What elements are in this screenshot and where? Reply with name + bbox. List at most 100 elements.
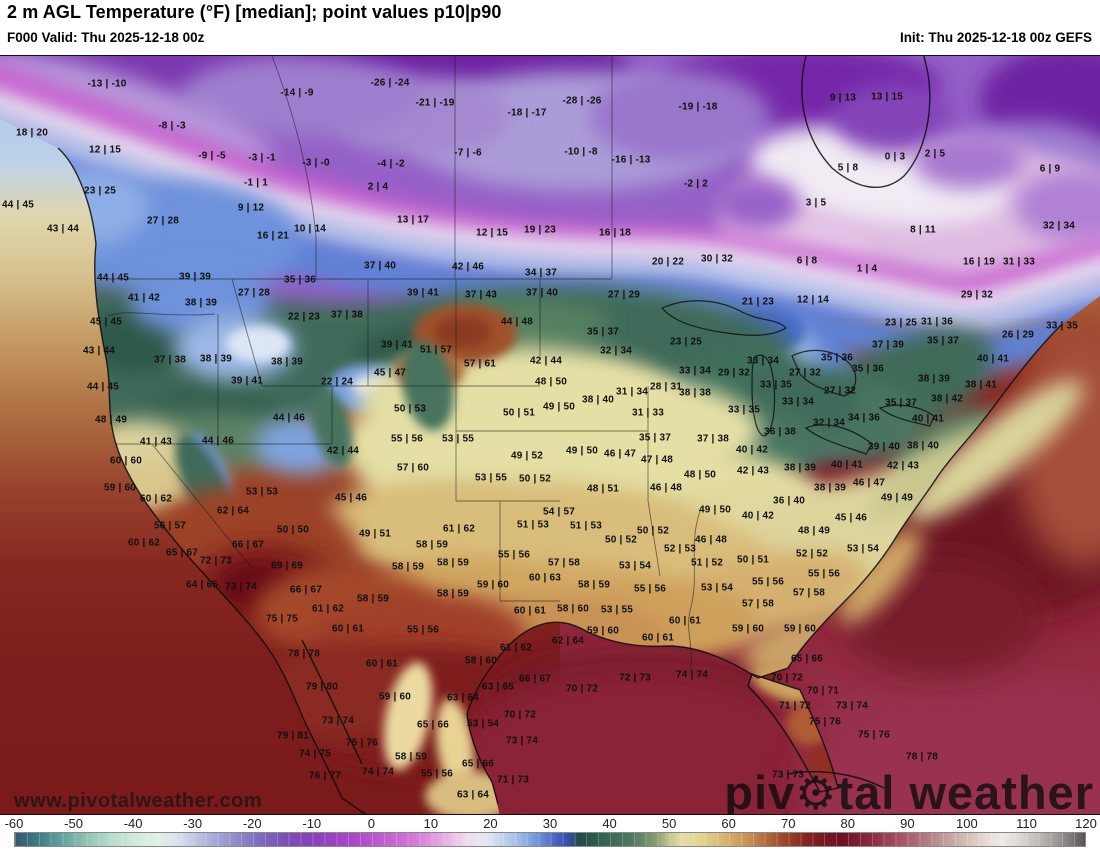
point-value: 40 | 41 — [911, 413, 945, 425]
point-value: 51 | 57 — [419, 344, 453, 356]
point-value: 9 | 12 — [237, 202, 265, 214]
point-value: 72 | 73 — [199, 555, 233, 567]
point-value: 46 | 47 — [603, 448, 637, 460]
point-value: 18 | 20 — [15, 127, 49, 139]
point-value: 23 | 25 — [884, 317, 918, 329]
point-value: 38 | 40 — [906, 440, 940, 452]
point-value: -7 | -6 — [454, 147, 482, 159]
point-value: 59 | 60 — [476, 579, 510, 591]
point-value: 44 | 45 — [86, 381, 120, 393]
point-value: 12 | 14 — [796, 294, 830, 306]
point-value: 76 | 77 — [308, 770, 342, 782]
point-value: 49 | 50 — [698, 504, 732, 516]
point-value: 16 | 18 — [598, 227, 632, 239]
point-value: 74 | 74 — [675, 669, 709, 681]
point-value: 73 | 74 — [224, 581, 258, 593]
point-value: 50 | 52 — [604, 534, 638, 546]
point-value: 75 | 76 — [857, 729, 891, 741]
init-time-label: Init: Thu 2025-12-18 00z GEFS — [899, 30, 1092, 45]
point-value: 3 | 5 — [805, 197, 827, 209]
point-value: 34 | 36 — [847, 412, 881, 424]
colorbar-tick-labels: -60 -50 -40 -30 -20 -10 0 10 20 30 40 50 60 70 80 90 100… — [5, 816, 1097, 831]
point-value: 60 | 61 — [365, 658, 399, 670]
point-value: 58 | 59 — [436, 588, 470, 600]
point-value: 10 | 14 — [293, 223, 327, 235]
point-value: 79 | 80 — [305, 681, 339, 693]
point-value: -26 | -24 — [370, 77, 410, 89]
point-value: 29 | 32 — [960, 289, 994, 301]
point-value: -3 | -1 — [248, 152, 276, 164]
point-value: 51 | 53 — [569, 520, 603, 532]
point-value: 40 | 41 — [830, 459, 864, 471]
pivotal-weather-logo: piv⚙tal weather — [724, 765, 1094, 815]
point-value: 74 | 74 — [361, 766, 395, 778]
point-value: 16 | 21 — [256, 230, 290, 242]
point-value: 53 | 53 — [245, 486, 279, 498]
point-value: 58 | 59 — [356, 593, 390, 605]
header: 2 m AGL Temperature (°F) [median]; point… — [0, 0, 1100, 55]
colorbar-tick-label: 0 — [367, 816, 375, 831]
point-value: 59 | 60 — [586, 625, 620, 637]
point-value: 39 | 41 — [230, 375, 264, 387]
point-value: 58 | 59 — [394, 751, 428, 763]
brand-text-pre: piv — [724, 766, 796, 815]
point-value: 45 | 46 — [834, 512, 868, 524]
point-value: 50 | 52 — [636, 525, 670, 537]
point-value: 40 | 41 — [976, 353, 1010, 365]
colorbar-cells — [15, 833, 1085, 846]
colorbar-tick-label: -10 — [302, 816, 322, 831]
point-value: 31 | 33 — [1002, 256, 1036, 268]
point-value: 37 | 39 — [871, 339, 905, 351]
point-value: 44 | 45 — [96, 272, 130, 284]
point-value: 70 | 72 — [503, 709, 537, 721]
point-value: -4 | -2 — [377, 158, 405, 170]
point-value: 33 | 35 — [727, 404, 761, 416]
point-value: 69 | 69 — [270, 560, 304, 572]
point-value: 50 | 52 — [518, 473, 552, 485]
colorbar-tick-label: 80 — [840, 816, 855, 831]
point-value: 48 | 51 — [586, 483, 620, 495]
point-value: 37 | 38 — [696, 433, 730, 445]
point-value: 31 | 34 — [615, 386, 649, 398]
page-title: 2 m AGL Temperature (°F) [median]; point… — [7, 2, 502, 22]
point-value: 71 | 72 — [778, 700, 812, 712]
point-value: 6 | 8 — [796, 255, 818, 267]
point-value: 53 | 54 — [466, 718, 500, 730]
valid-time-label: F000 Valid: Thu 2025-12-18 00z — [7, 30, 205, 45]
temperature-map-canvas — [0, 56, 1100, 814]
point-value: 33 | 35 — [759, 379, 793, 391]
gear-icon: ⚙ — [795, 767, 838, 815]
point-value: 13 | 17 — [396, 214, 430, 226]
point-value: 48 | 50 — [683, 469, 717, 481]
point-value: 31 | 36 — [920, 316, 954, 328]
point-value: 55 | 56 — [406, 624, 440, 636]
point-value: 33 | 34 — [678, 365, 712, 377]
point-value: 55 | 56 — [420, 768, 454, 780]
point-value: 43 | 44 — [46, 223, 80, 235]
point-value: 65 | 66 — [416, 719, 450, 731]
point-value: 27 | 32 — [788, 367, 822, 379]
point-value: 31 | 33 — [631, 407, 665, 419]
colorbar-tick-label: 40 — [602, 816, 617, 831]
point-value: 54 | 57 — [542, 506, 576, 518]
point-value: 52 | 52 — [795, 548, 829, 560]
point-value: 22 | 24 — [320, 376, 354, 388]
point-value: 33 | 34 — [781, 396, 815, 408]
point-value: 46 | 47 — [852, 477, 886, 489]
point-value: 2 | 5 — [924, 148, 946, 160]
point-value: 27 | 29 — [607, 289, 641, 301]
point-value: 66 | 67 — [289, 584, 323, 596]
point-value: 21 | 23 — [741, 296, 775, 308]
point-value: -28 | -26 — [562, 95, 602, 107]
point-value: 38 | 39 — [917, 373, 951, 385]
point-value: 56 | 57 — [153, 520, 187, 532]
point-value: 64 | 65 — [185, 579, 219, 591]
point-value: 50 | 50 — [276, 524, 310, 536]
colorbar-tick-label: 100 — [956, 816, 978, 831]
point-value: 41 | 43 — [139, 436, 173, 448]
point-value: 60 | 60 — [109, 455, 143, 467]
point-value: 6 | 9 — [1039, 163, 1061, 175]
point-value: 41 | 42 — [127, 292, 161, 304]
colorbar-footer: -60 -50 -40 -30 -20 -10 0 10 20 30 40 50 60 70 80 90 100… — [0, 815, 1100, 850]
point-value: -1 | 1 — [243, 177, 269, 189]
